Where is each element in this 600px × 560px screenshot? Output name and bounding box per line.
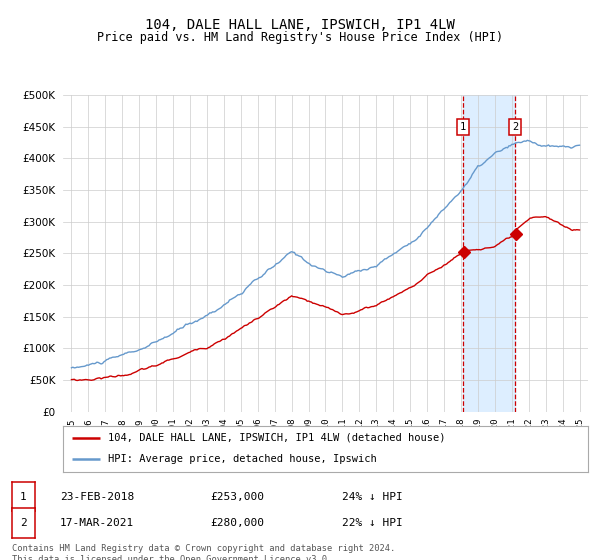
Text: Price paid vs. HM Land Registry's House Price Index (HPI): Price paid vs. HM Land Registry's House … (97, 31, 503, 44)
Text: 1: 1 (20, 492, 27, 502)
Text: 2: 2 (512, 122, 518, 132)
Text: 22% ↓ HPI: 22% ↓ HPI (342, 518, 403, 528)
Text: £253,000: £253,000 (210, 492, 264, 502)
Text: 1: 1 (460, 122, 466, 132)
Text: 23-FEB-2018: 23-FEB-2018 (60, 492, 134, 502)
Text: Contains HM Land Registry data © Crown copyright and database right 2024.
This d: Contains HM Land Registry data © Crown c… (12, 544, 395, 560)
Text: 104, DALE HALL LANE, IPSWICH, IP1 4LW: 104, DALE HALL LANE, IPSWICH, IP1 4LW (145, 18, 455, 32)
Text: £280,000: £280,000 (210, 518, 264, 528)
Bar (463, 95, 515, 412)
Text: 2: 2 (20, 518, 27, 528)
Text: 104, DALE HALL LANE, IPSWICH, IP1 4LW (detached house): 104, DALE HALL LANE, IPSWICH, IP1 4LW (d… (107, 433, 445, 443)
Text: HPI: Average price, detached house, Ipswich: HPI: Average price, detached house, Ipsw… (107, 454, 376, 464)
Text: 17-MAR-2021: 17-MAR-2021 (60, 518, 134, 528)
Text: 24% ↓ HPI: 24% ↓ HPI (342, 492, 403, 502)
